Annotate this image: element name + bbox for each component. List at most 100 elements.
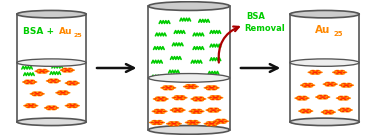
Circle shape	[54, 107, 58, 108]
Circle shape	[27, 104, 30, 105]
Circle shape	[305, 109, 307, 110]
Circle shape	[316, 71, 323, 73]
Circle shape	[61, 69, 65, 71]
Circle shape	[212, 125, 216, 126]
Circle shape	[155, 99, 162, 102]
Circle shape	[209, 87, 214, 89]
Circle shape	[339, 70, 345, 72]
Ellipse shape	[17, 10, 86, 18]
Circle shape	[211, 88, 217, 90]
Circle shape	[173, 124, 180, 126]
Circle shape	[189, 121, 190, 122]
Circle shape	[334, 73, 341, 75]
Circle shape	[33, 81, 34, 82]
Circle shape	[192, 110, 194, 111]
Circle shape	[316, 96, 320, 98]
Circle shape	[217, 97, 223, 99]
Circle shape	[326, 84, 327, 85]
Circle shape	[209, 97, 212, 98]
Circle shape	[298, 99, 301, 100]
Circle shape	[49, 107, 54, 109]
Circle shape	[177, 111, 178, 112]
Circle shape	[174, 122, 175, 123]
Circle shape	[341, 97, 346, 99]
Circle shape	[208, 122, 211, 123]
Circle shape	[68, 84, 72, 85]
Circle shape	[216, 99, 220, 100]
Circle shape	[339, 98, 340, 99]
Circle shape	[75, 105, 78, 106]
Circle shape	[73, 106, 76, 108]
Circle shape	[307, 71, 314, 73]
Circle shape	[32, 94, 38, 96]
Circle shape	[160, 122, 163, 123]
Circle shape	[194, 120, 197, 122]
Circle shape	[63, 91, 64, 92]
Circle shape	[211, 85, 217, 88]
Circle shape	[342, 84, 344, 85]
Circle shape	[340, 70, 344, 72]
Circle shape	[158, 120, 161, 122]
Circle shape	[30, 106, 36, 108]
Circle shape	[203, 87, 210, 89]
Polygon shape	[17, 14, 86, 122]
Circle shape	[311, 71, 313, 72]
Circle shape	[26, 80, 29, 81]
Circle shape	[62, 93, 68, 95]
Circle shape	[48, 81, 54, 84]
Circle shape	[332, 83, 338, 85]
Circle shape	[66, 71, 68, 72]
Circle shape	[177, 97, 182, 99]
Circle shape	[173, 97, 177, 98]
Circle shape	[316, 73, 319, 74]
Circle shape	[173, 110, 175, 111]
Circle shape	[51, 106, 53, 107]
Circle shape	[340, 85, 344, 86]
Circle shape	[62, 94, 63, 95]
Circle shape	[43, 69, 46, 70]
Circle shape	[339, 97, 341, 98]
Circle shape	[65, 105, 71, 107]
Circle shape	[162, 112, 164, 113]
Circle shape	[181, 109, 184, 111]
Circle shape	[38, 70, 40, 71]
Circle shape	[222, 120, 229, 122]
Circle shape	[205, 109, 212, 111]
Circle shape	[301, 98, 307, 101]
Circle shape	[209, 123, 214, 125]
Circle shape	[192, 112, 196, 113]
Circle shape	[192, 109, 196, 110]
Circle shape	[329, 110, 332, 111]
Circle shape	[304, 84, 305, 85]
Circle shape	[46, 108, 53, 110]
Circle shape	[201, 98, 205, 100]
Circle shape	[187, 84, 190, 86]
Circle shape	[215, 122, 222, 124]
Circle shape	[41, 69, 48, 71]
Circle shape	[311, 84, 312, 85]
Circle shape	[324, 96, 330, 98]
Circle shape	[195, 109, 202, 111]
Text: Au: Au	[59, 27, 73, 36]
Circle shape	[37, 92, 39, 93]
Circle shape	[27, 81, 32, 83]
Circle shape	[171, 123, 177, 125]
Circle shape	[33, 95, 37, 96]
Circle shape	[26, 83, 29, 84]
Circle shape	[329, 84, 336, 87]
Circle shape	[152, 110, 158, 112]
Circle shape	[29, 82, 35, 85]
Circle shape	[190, 87, 197, 89]
Circle shape	[185, 121, 191, 124]
Circle shape	[197, 109, 201, 110]
Circle shape	[214, 111, 218, 112]
Circle shape	[211, 109, 216, 111]
Circle shape	[324, 112, 325, 113]
Circle shape	[344, 107, 351, 110]
Circle shape	[31, 93, 34, 94]
Circle shape	[326, 96, 327, 97]
Circle shape	[211, 98, 212, 99]
Circle shape	[192, 98, 195, 100]
Circle shape	[215, 121, 218, 122]
Circle shape	[160, 100, 161, 101]
